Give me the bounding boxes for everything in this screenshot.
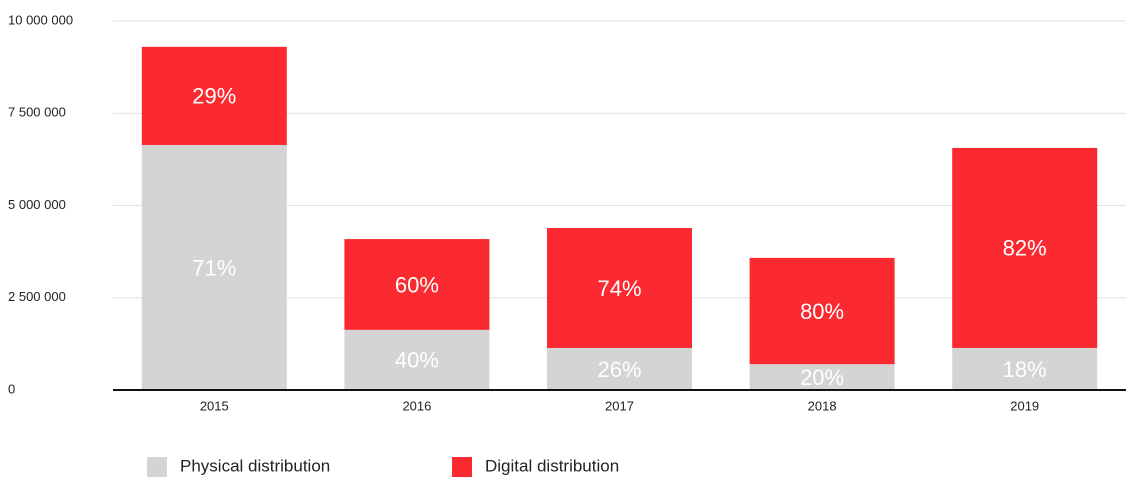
y-tick-label: 10 000 000 xyxy=(8,12,73,27)
bar-segment xyxy=(749,364,895,390)
y-tick-label: 7 500 000 xyxy=(8,105,66,120)
bar-segment xyxy=(749,257,895,365)
value-label: 29% xyxy=(192,84,236,109)
value-label: 71% xyxy=(192,255,236,280)
bar-segment xyxy=(952,147,1098,348)
bar-segment xyxy=(141,46,287,145)
value-label: 60% xyxy=(395,272,439,297)
value-label: 20% xyxy=(800,365,844,390)
x-tick-label: 2017 xyxy=(605,398,634,413)
bar-segment xyxy=(344,239,490,330)
value-label: 80% xyxy=(800,299,844,324)
legend-swatch xyxy=(452,457,472,477)
value-label: 18% xyxy=(1003,357,1047,382)
bar-segment xyxy=(547,228,692,348)
x-tick-label: 2016 xyxy=(402,398,431,413)
value-label: 82% xyxy=(1003,236,1047,261)
value-label: 40% xyxy=(395,348,439,373)
bar-segment xyxy=(141,144,287,390)
legend-label: Digital distribution xyxy=(485,456,619,475)
y-tick-label: 0 xyxy=(8,381,15,396)
x-tick-label: 2019 xyxy=(1010,398,1039,413)
x-tick-label: 2018 xyxy=(808,398,837,413)
legend-swatch xyxy=(147,457,167,477)
bar-segment xyxy=(547,347,692,390)
x-tick-label: 2015 xyxy=(200,398,229,413)
bar-segment xyxy=(952,347,1098,390)
legend-label: Physical distribution xyxy=(180,456,330,475)
value-label: 74% xyxy=(597,276,641,301)
bar-segment xyxy=(344,329,490,390)
y-tick-label: 2 500 000 xyxy=(8,289,66,304)
y-tick-label: 5 000 000 xyxy=(8,197,66,212)
value-label: 26% xyxy=(597,357,641,382)
